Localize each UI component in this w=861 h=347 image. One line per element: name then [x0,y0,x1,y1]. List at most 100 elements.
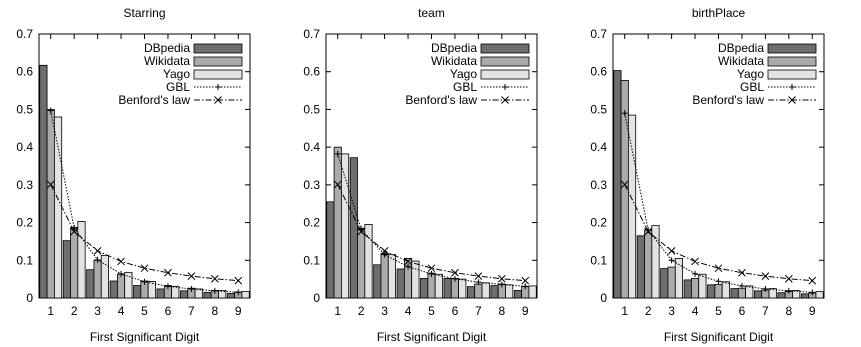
bar-dbpedia-1 [39,64,48,299]
bar-yago-8 [792,290,801,299]
point-benford-s-law-6 [164,268,172,277]
bar-dbpedia-3 [660,268,669,299]
point-gbl-6 [164,283,171,290]
x-tick-label: 2 [645,304,652,318]
bar-wikidata-7 [474,283,483,299]
legend-swatch-wikidata [193,56,243,67]
bar-dbpedia-2 [62,240,71,299]
bar-wikidata-3 [380,253,389,299]
x-tick-label: 9 [235,304,242,318]
bar-yago-5 [434,273,443,299]
bar-yago-4 [698,273,707,299]
y-tick-label: 0.3 [303,178,320,192]
bar-dbpedia-9 [226,293,236,299]
point-gbl-5 [715,278,722,285]
x-tick-label: 7 [762,304,769,318]
x-tick-label: 8 [211,304,218,318]
bar-dbpedia-4 [396,268,405,299]
point-benford-s-law-8 [784,274,793,283]
legend-label-dbpedia: DBpedia [144,41,190,55]
legend-label-benford-s-law: Benford's law [405,93,477,107]
bar-yago-5 [721,281,730,299]
point-gbl-9 [522,283,529,290]
y-tick-label: 0.1 [590,253,607,267]
point-gbl-8 [211,287,218,294]
point-benford-s-law-6 [451,268,459,277]
legend-swatch-dbpedia [480,43,530,54]
y-tick-label: 0.7 [16,27,33,41]
bar-wikidata-4 [116,273,126,299]
bar-dbpedia-2 [349,157,358,299]
point-benford-s-law-2 [70,227,79,236]
x-tick-label: 2 [358,304,365,318]
chart-title: birthPlace [692,6,746,20]
y-tick-label: 0.4 [16,140,33,154]
point-gbl-8 [785,287,792,294]
bar-yago-4 [411,260,420,299]
x-tick-label: 1 [334,304,341,318]
point-benford-s-law-3 [93,247,102,255]
bar-yago-4 [124,271,133,299]
point-benford-s-law-9 [808,276,817,285]
point-gbl-4 [692,270,699,277]
point-benford-s-law-1 [333,180,342,189]
point-benford-s-law-2 [644,227,653,236]
bar-wikidata-4 [690,277,700,299]
x-axis-label: First Significant Digit [377,330,487,344]
point-gbl-1 [621,110,628,117]
legend-label-benford-s-law: Benford's law [118,93,190,107]
bar-wikidata-1 [46,109,55,299]
chart-title: Starring [123,6,165,20]
bar-dbpedia-6 [443,277,452,299]
chart-starring: Starring 0 0.1 0.2 0.3 0.4 0.5 0.6 0.7 1 2 3 4 5 6 7 8 9 F… [16,6,251,344]
y-tick-label: 0.1 [303,253,320,267]
bar-dbpedia-5 [420,277,429,299]
bar-yago-9 [815,291,824,299]
point-gbl-4 [118,270,125,277]
bar-wikidata-3 [93,259,102,299]
x-tick-label: 4 [405,304,412,318]
series-line-benford-s-law [50,184,239,282]
point-benford-s-law-3 [667,247,676,255]
y-tick-label: 0.5 [303,102,320,116]
x-tick-label: 6 [739,304,746,318]
y-tick-label: 0.3 [590,178,607,192]
bar-yago-7 [481,282,490,299]
point-gbl-9 [235,289,242,296]
bar-yago-2 [364,224,373,299]
point-benford-s-law-4 [404,257,412,266]
legend-label-gbl: GBL [453,80,477,94]
y-tick-label: 0 [313,291,320,305]
bar-dbpedia-6 [156,288,165,299]
bar-dbpedia-3 [86,269,95,299]
bar-yago-1 [340,153,350,299]
legend-swatch-yago [480,69,530,80]
chart-title: team [418,6,445,20]
bar-yago-5 [147,281,156,299]
bar-yago-9 [241,291,250,299]
legend-swatch-dbpedia [767,43,817,54]
bar-yago-7 [768,288,777,299]
legend-label-wikidata: Wikidata [431,54,477,68]
point-gbl-7 [188,285,195,292]
point-benford-s-law-9 [234,276,243,285]
point-benford-s-law-7 [187,272,196,280]
y-tick-label: 0.2 [590,216,607,230]
x-tick-label: 5 [141,304,148,318]
bar-yago-2 [77,221,86,299]
point-benford-s-law-3 [380,247,389,255]
x-tick-label: 4 [692,304,699,318]
y-tick-label: 0.2 [303,216,320,230]
bar-wikidata-1 [333,146,342,299]
x-tick-label: 1 [47,304,54,318]
point-benford-s-law-1 [46,180,55,189]
x-tick-label: 8 [785,304,792,318]
bar-dbpedia-5 [133,285,142,299]
y-tick-label: 0 [600,291,607,305]
bar-yago-2 [651,225,660,299]
y-tick-label: 0.1 [16,253,33,267]
point-gbl-1 [334,150,341,157]
bar-yago-1 [53,116,63,299]
bar-wikidata-2 [70,227,79,299]
x-tick-label: 2 [71,304,78,318]
